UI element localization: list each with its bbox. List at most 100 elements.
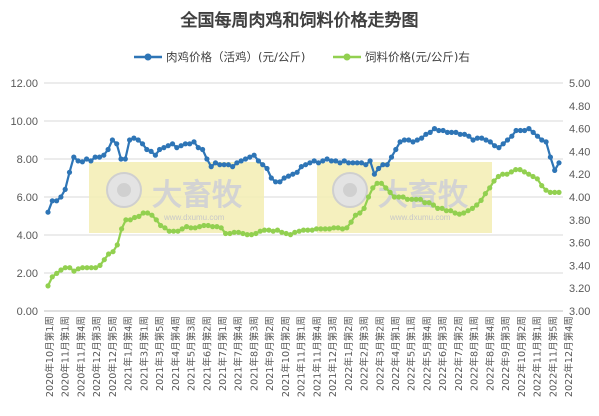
data-point xyxy=(165,143,171,149)
data-point xyxy=(225,162,231,168)
data-point xyxy=(513,167,519,173)
data-point xyxy=(88,158,94,164)
data-point xyxy=(139,141,146,147)
data-point xyxy=(404,196,410,202)
x-tick-label: 2020年12月第5周 xyxy=(107,316,119,397)
data-point xyxy=(210,224,216,230)
x-tick-label: 2022年7月第2周 xyxy=(453,316,465,391)
x-tick-label: 2022年11月第5周 xyxy=(547,316,559,397)
watermark-left-url: www.dxumu.com xyxy=(163,213,225,222)
y-left-tick-label: 12.00 xyxy=(10,78,38,90)
data-point xyxy=(318,226,324,232)
data-point xyxy=(534,133,541,139)
watermark-right-logo-inner xyxy=(343,183,357,197)
data-point xyxy=(552,189,558,195)
data-point xyxy=(223,230,229,237)
y-right-tick-label: 3.40 xyxy=(569,260,590,272)
data-point xyxy=(179,226,185,232)
data-point xyxy=(279,229,285,235)
data-point xyxy=(161,145,167,151)
data-point xyxy=(440,127,446,134)
data-point xyxy=(522,127,528,134)
data-point xyxy=(443,208,449,214)
x-tick-label: 2022年3月第2周 xyxy=(374,316,386,391)
data-point xyxy=(290,171,296,177)
data-point xyxy=(251,152,257,158)
data-point xyxy=(227,230,233,237)
data-point xyxy=(466,133,472,139)
data-point xyxy=(149,212,155,218)
data-point xyxy=(253,230,259,237)
data-point xyxy=(384,162,390,168)
data-point xyxy=(492,143,498,149)
data-point xyxy=(371,171,377,177)
data-point xyxy=(401,137,407,143)
data-point xyxy=(127,137,133,143)
data-point xyxy=(352,212,359,218)
data-point xyxy=(397,139,403,145)
legend-swatch-feed-marker xyxy=(343,53,351,61)
data-point xyxy=(449,129,455,135)
data-point xyxy=(71,154,77,160)
data-point xyxy=(273,179,279,185)
data-point xyxy=(54,270,60,276)
data-point xyxy=(461,210,467,216)
data-point xyxy=(504,137,511,143)
data-point xyxy=(517,167,523,173)
data-point xyxy=(217,162,223,168)
data-point xyxy=(513,127,519,134)
data-point xyxy=(221,162,227,168)
x-tick-label: 2021年11月第1周 xyxy=(296,316,308,397)
y-right-tick-label: 4.40 xyxy=(569,146,590,158)
data-point xyxy=(171,228,177,234)
x-tick-label: 2022年9月第3周 xyxy=(500,316,512,391)
data-point xyxy=(474,202,480,208)
data-point xyxy=(469,205,475,211)
data-point xyxy=(344,225,350,231)
data-point xyxy=(422,200,428,206)
data-point xyxy=(300,227,307,233)
data-point xyxy=(365,194,372,200)
x-tick-label: 2022年8月第4周 xyxy=(484,316,496,391)
data-point xyxy=(292,229,298,235)
data-point xyxy=(478,197,484,203)
data-point xyxy=(380,162,386,168)
data-point xyxy=(313,226,320,232)
data-point xyxy=(285,173,292,179)
data-point xyxy=(230,164,236,170)
data-point xyxy=(309,227,315,233)
data-point xyxy=(456,211,462,217)
data-point xyxy=(311,158,317,164)
data-point xyxy=(387,189,393,195)
data-point xyxy=(188,225,194,231)
x-tick-label: 2021年3月第1周 xyxy=(138,316,150,391)
x-tick-label: 2021年3月第5周 xyxy=(154,316,166,391)
data-point xyxy=(452,210,458,216)
data-point xyxy=(530,129,536,135)
data-point xyxy=(195,145,201,151)
data-point xyxy=(96,154,103,160)
data-point xyxy=(543,139,549,145)
data-point xyxy=(350,160,356,166)
data-point xyxy=(287,232,294,238)
data-point xyxy=(235,229,242,235)
data-point xyxy=(58,194,64,200)
data-point xyxy=(400,194,406,200)
data-point xyxy=(123,217,129,223)
data-point xyxy=(417,196,423,202)
data-point xyxy=(182,141,188,147)
data-point xyxy=(333,158,339,164)
data-point xyxy=(238,158,244,164)
x-tick-label: 2022年8月第1周 xyxy=(469,316,481,391)
y-left-tick-label: 10.00 xyxy=(10,116,38,128)
data-point xyxy=(465,208,471,214)
x-tick-label: 2021年8月第3周 xyxy=(249,316,261,391)
chart-title: 全国每周肉鸡和饲料价格走势图 xyxy=(180,10,419,31)
data-point xyxy=(426,200,432,206)
y-right-tick-label: 4.80 xyxy=(569,101,590,113)
data-point xyxy=(84,265,90,271)
data-point xyxy=(67,265,73,271)
data-point xyxy=(391,194,397,200)
data-point xyxy=(62,186,68,192)
